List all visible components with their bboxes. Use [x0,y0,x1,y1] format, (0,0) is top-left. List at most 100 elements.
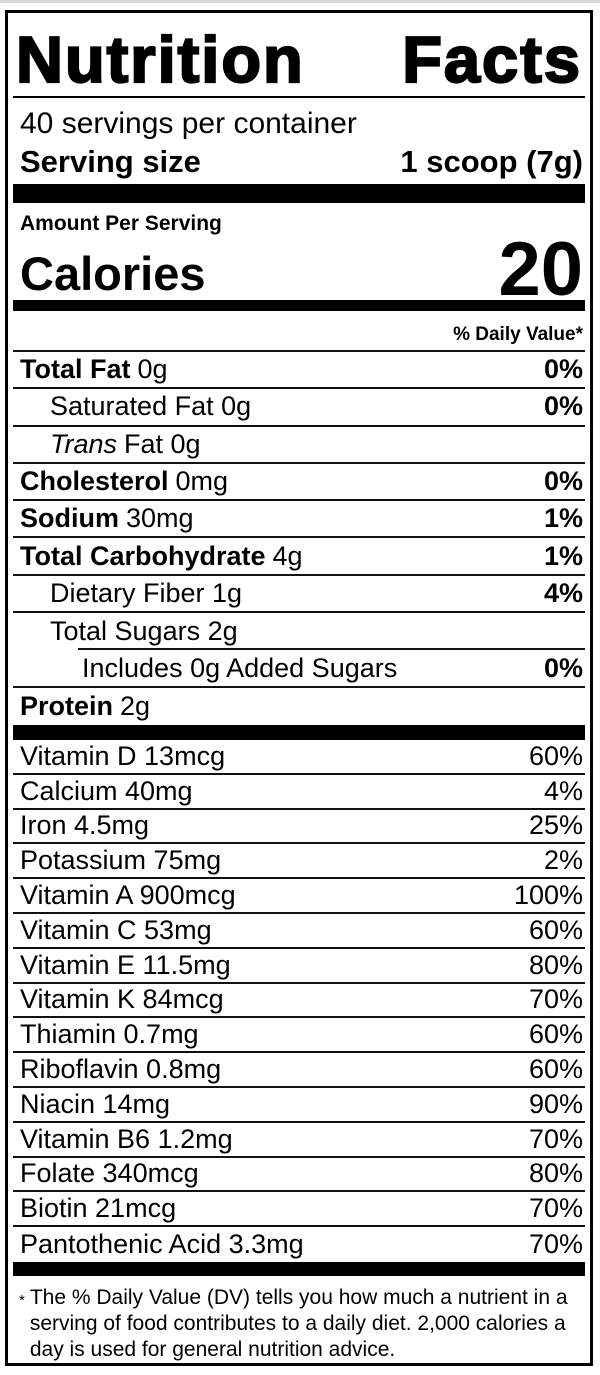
daily-value-percent: 80% [528,949,583,980]
daily-value-percent: 0% [543,391,583,422]
nutrient-name-bold: Cholesterol [20,466,169,497]
footnote-asterisk: * [19,1291,25,1309]
nutrition-facts-label: Nutrition Facts 40 servings per containe… [5,10,593,1366]
nutrient-amount: Fat 0g [124,428,201,459]
nutrient-row: Includes 0g Added Sugars 0% [13,650,585,688]
nutrient-amount: Total Sugars 2g [50,616,238,647]
nutrient-amount: 2g [120,690,151,721]
nutrient-amount: 30mg [126,503,194,534]
calories-value: 20 [498,227,583,313]
serving-size-row: Serving size 1 scoop (7g) [13,142,585,184]
daily-value-percent: 0% [543,354,583,385]
daily-value-percent: 0% [543,652,583,683]
daily-value-percent: 100% [513,880,583,911]
nutrient-name: Trans Fat 0g [20,429,208,460]
vitamin-name-amount: Folate 340mcg [20,1158,199,1189]
nutrient-amount: Includes 0g Added Sugars [82,652,398,683]
footnote-line: The % Daily Value (DV) tells you how muc… [29,1285,568,1309]
vitamin-row: Folate 340mcg 80% [13,1158,585,1193]
daily-value-percent: 60% [528,1019,583,1050]
vitamin-row: Iron 4.5mg 25% [13,810,585,845]
daily-value-percent: 4% [543,577,583,608]
vitamin-row: Pantothenic Acid 3.3mg 70% [13,1227,585,1262]
daily-value-footnote: * The % Daily Value (DV) tells you how m… [13,1276,585,1363]
top-edge-strip [0,0,600,3]
daily-value-percent: 2% [543,845,583,876]
nutrient-row: Trans Fat 0g [13,427,585,464]
footnote-text: The % Daily Value (DV) tells you how muc… [30,1285,568,1363]
vitamin-name-amount: Pantothenic Acid 3.3mg [20,1229,304,1260]
vitamin-name-amount: Thiamin 0.7mg [20,1019,199,1050]
vitamin-row: Vitamin E 11.5mg 80% [13,949,585,984]
vitamin-row: Calcium 40mg 4% [13,775,585,810]
servings-per-container: 40 servings per container [20,107,357,140]
daily-value-percent: 60% [528,1054,583,1085]
nutrient-row: Saturated Fat 0g 0% [13,389,585,427]
nutrient-row: Protein 2g [13,688,585,725]
vitamin-row: Niacin 14mg 90% [13,1088,585,1123]
vitamin-row: Potassium 75mg 2% [13,844,585,880]
thick-divider-bar [13,1261,585,1276]
vitamin-name-amount: Vitamin D 13mcg [20,740,226,771]
vitamin-name-amount: Potassium 75mg [20,845,222,876]
vitamin-row: Vitamin K 84mcg 70% [13,984,585,1019]
vitamin-row: Vitamin A 900mcg 100% [13,879,585,914]
daily-value-percent: 1% [543,540,583,571]
calories-row: Calories 20 [13,227,585,313]
vitamin-row: Thiamin 0.7mg 60% [13,1018,585,1054]
vitamin-name-amount: Niacin 14mg [20,1088,171,1119]
serving-size-value: 1 scoop (7g) [400,144,583,179]
vitamin-name-amount: Iron 4.5mg [20,810,150,841]
nutrient-name: Total Sugars 2g [20,616,245,647]
nutrient-name-bold: Protein [20,690,114,721]
daily-value-percent: 70% [528,1229,583,1260]
nutrient-row: Dietary Fiber 1g 4% [13,576,585,614]
nutrient-name-italic: Trans [50,428,118,459]
daily-value-percent: 4% [543,775,583,806]
daily-value-percent: 1% [543,503,583,534]
thick-divider-bar [13,184,585,203]
nutrient-name-bold: Sodium [20,503,119,534]
vitamin-name-amount: Vitamin K 84mcg [20,984,224,1015]
vitamin-name-amount: Vitamin B6 1.2mg [20,1123,233,1154]
thick-divider-bar [13,724,585,740]
nutrient-name-bold: Total Fat [20,354,131,385]
thick-divider-bar [13,300,585,311]
vitamin-name-amount: Vitamin A 900mcg [20,880,236,911]
nutrient-row: Cholesterol 0mg 0% [13,464,585,502]
nutrient-name: Includes 0g Added Sugars [20,653,404,684]
vitamin-name-amount: Riboflavin 0.8mg [20,1054,222,1085]
vitamin-row: Vitamin C 53mg 60% [13,914,585,949]
daily-value-percent: 70% [528,1193,583,1224]
vitamin-name-amount: Vitamin E 11.5mg [20,949,231,980]
daily-value-percent: 60% [528,914,583,945]
vitamin-row: Biotin 21mcg 70% [13,1192,585,1228]
macro-nutrients-section: Total Fat 0g 0% Saturated Fat 0g 0% Tran… [13,352,585,725]
nutrient-name: Saturated Fat 0g [20,391,258,422]
nutrient-row: Sodium 30mg 1% [13,501,585,539]
daily-value-percent: 0% [543,466,583,497]
daily-value-percent: 90% [528,1088,583,1119]
nutrient-amount: 0mg [175,466,229,497]
daily-value-percent: 25% [528,810,583,841]
nutrient-amount: 4g [272,540,303,571]
nutrient-name: Cholesterol 0mg [20,466,235,497]
vitamin-name-amount: Biotin 21mcg [20,1193,177,1224]
nutrient-name: Dietary Fiber 1g [20,578,249,609]
nutrient-amount: Dietary Fiber 1g [50,577,243,608]
label-title: Nutrition Facts [13,13,585,98]
nutrient-name: Total Fat 0g [20,354,175,385]
nutrient-name: Protein 2g [20,691,157,722]
nutrient-row: Total Carbohydrate 4g 1% [13,538,585,576]
daily-value-percent: 80% [528,1158,583,1189]
daily-value-percent: 70% [528,984,583,1015]
title-word-facts: Facts [401,23,582,97]
vitamin-row: Vitamin B6 1.2mg 70% [13,1123,585,1158]
nutrient-name-bold: Total Carbohydrate [20,540,266,571]
title-word-nutrition: Nutrition [15,23,305,97]
vitamin-row: Vitamin D 13mcg 60% [13,740,585,775]
nutrient-name: Sodium 30mg [20,503,201,534]
nutrient-amount: 0g [137,354,168,385]
vitamin-name-amount: Vitamin C 53mg [20,914,212,945]
footnote-line: serving of food contributes to a daily d… [29,1311,566,1335]
